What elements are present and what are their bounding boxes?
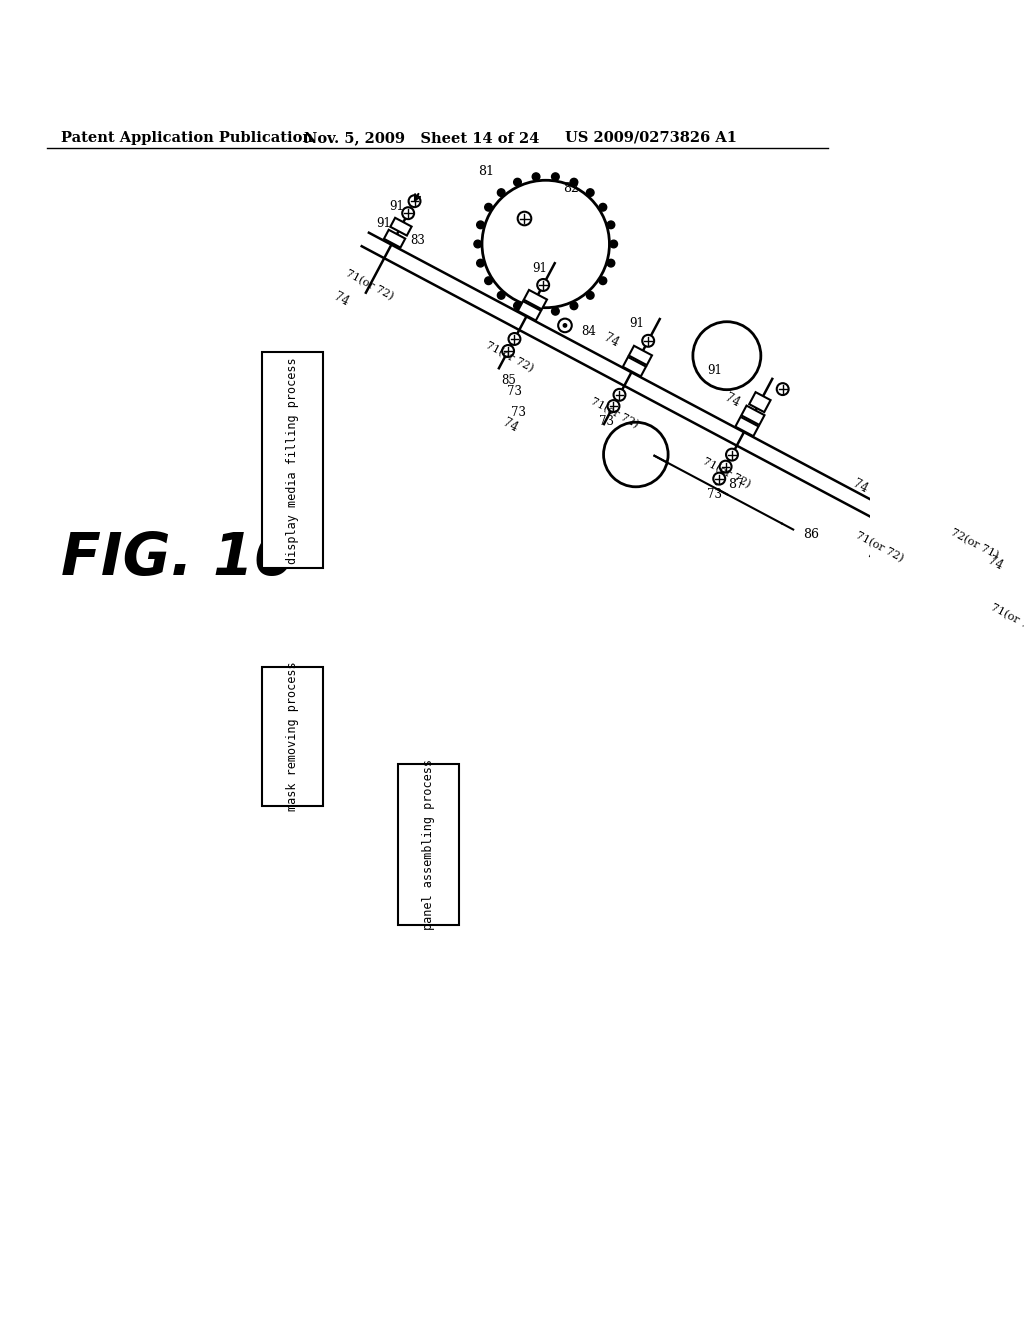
Text: 91: 91 xyxy=(389,201,404,214)
Text: 71(or 72): 71(or 72) xyxy=(989,602,1024,636)
Text: 73: 73 xyxy=(599,414,614,428)
Circle shape xyxy=(484,277,493,285)
Text: 74: 74 xyxy=(501,416,520,434)
Circle shape xyxy=(474,240,481,248)
Circle shape xyxy=(570,302,578,310)
Circle shape xyxy=(538,279,549,290)
Bar xyxy=(891,486,914,504)
Circle shape xyxy=(693,322,761,389)
Circle shape xyxy=(714,473,725,484)
Bar xyxy=(629,346,652,366)
Circle shape xyxy=(720,461,731,473)
FancyBboxPatch shape xyxy=(262,667,323,807)
Text: 74: 74 xyxy=(851,477,870,495)
Text: FIG. 16: FIG. 16 xyxy=(61,529,295,586)
Circle shape xyxy=(903,478,915,490)
Text: mask removing process: mask removing process xyxy=(286,661,299,812)
Text: 71(or 72): 71(or 72) xyxy=(854,531,905,564)
Circle shape xyxy=(613,389,626,401)
Text: 91: 91 xyxy=(377,218,391,231)
Circle shape xyxy=(603,422,668,487)
Bar xyxy=(384,230,406,248)
Text: 74: 74 xyxy=(331,290,350,309)
Circle shape xyxy=(552,308,559,315)
Bar xyxy=(735,417,759,436)
Circle shape xyxy=(610,240,617,248)
FancyBboxPatch shape xyxy=(262,352,323,568)
Bar xyxy=(390,218,412,235)
Circle shape xyxy=(552,173,559,181)
Text: 81: 81 xyxy=(478,165,495,178)
Circle shape xyxy=(514,302,521,310)
Bar xyxy=(623,356,646,376)
Text: 74: 74 xyxy=(601,331,621,350)
Circle shape xyxy=(599,203,606,211)
Circle shape xyxy=(587,292,594,300)
Circle shape xyxy=(498,189,505,197)
Text: display media filling process: display media filling process xyxy=(286,356,299,564)
Bar xyxy=(524,290,547,309)
Circle shape xyxy=(498,292,505,300)
Circle shape xyxy=(477,220,484,228)
Circle shape xyxy=(509,333,520,345)
Text: 91: 91 xyxy=(532,261,547,275)
Circle shape xyxy=(607,400,620,412)
FancyBboxPatch shape xyxy=(397,764,459,925)
Text: 91: 91 xyxy=(708,364,722,378)
Text: panel assembling process: panel assembling process xyxy=(422,759,434,931)
Circle shape xyxy=(477,259,484,267)
Text: 87: 87 xyxy=(728,478,744,491)
Circle shape xyxy=(532,173,540,181)
Text: 73: 73 xyxy=(507,384,522,397)
Text: 71(or 72): 71(or 72) xyxy=(483,341,535,374)
Text: 86: 86 xyxy=(803,528,819,540)
Bar xyxy=(1020,569,1024,587)
Circle shape xyxy=(558,318,571,333)
Text: 74: 74 xyxy=(722,392,741,411)
Circle shape xyxy=(502,345,514,356)
Circle shape xyxy=(726,449,738,461)
Text: US 2009/0273826 A1: US 2009/0273826 A1 xyxy=(565,131,737,145)
Text: 84: 84 xyxy=(582,325,596,338)
Circle shape xyxy=(607,220,614,228)
Text: Patent Application Publication: Patent Application Publication xyxy=(61,131,313,145)
Bar xyxy=(886,496,908,516)
Text: 73: 73 xyxy=(511,407,526,418)
Text: 72(or 71): 72(or 71) xyxy=(949,527,1000,561)
Circle shape xyxy=(642,335,654,347)
Circle shape xyxy=(607,259,614,267)
Circle shape xyxy=(587,189,594,197)
Text: 73: 73 xyxy=(708,487,722,500)
Circle shape xyxy=(484,203,493,211)
Bar xyxy=(750,392,771,412)
Circle shape xyxy=(570,178,578,186)
Circle shape xyxy=(532,308,540,315)
Circle shape xyxy=(402,207,414,219)
Bar xyxy=(741,405,765,425)
Bar xyxy=(518,301,541,321)
Text: Nov. 5, 2009   Sheet 14 of 24: Nov. 5, 2009 Sheet 14 of 24 xyxy=(304,131,540,145)
Text: 83: 83 xyxy=(411,235,425,247)
Circle shape xyxy=(563,323,566,327)
Circle shape xyxy=(777,383,788,395)
Text: 71(or 72): 71(or 72) xyxy=(701,455,753,490)
Text: 74: 74 xyxy=(986,554,1006,573)
Circle shape xyxy=(514,178,521,186)
Text: 71(or 72): 71(or 72) xyxy=(344,268,395,302)
Circle shape xyxy=(482,181,609,308)
Circle shape xyxy=(599,277,606,285)
Text: 85: 85 xyxy=(502,375,516,387)
Text: 91: 91 xyxy=(629,317,644,330)
Circle shape xyxy=(409,195,421,207)
Text: 82: 82 xyxy=(563,182,580,195)
Text: 71(or 72): 71(or 72) xyxy=(589,396,640,430)
Circle shape xyxy=(518,211,531,226)
